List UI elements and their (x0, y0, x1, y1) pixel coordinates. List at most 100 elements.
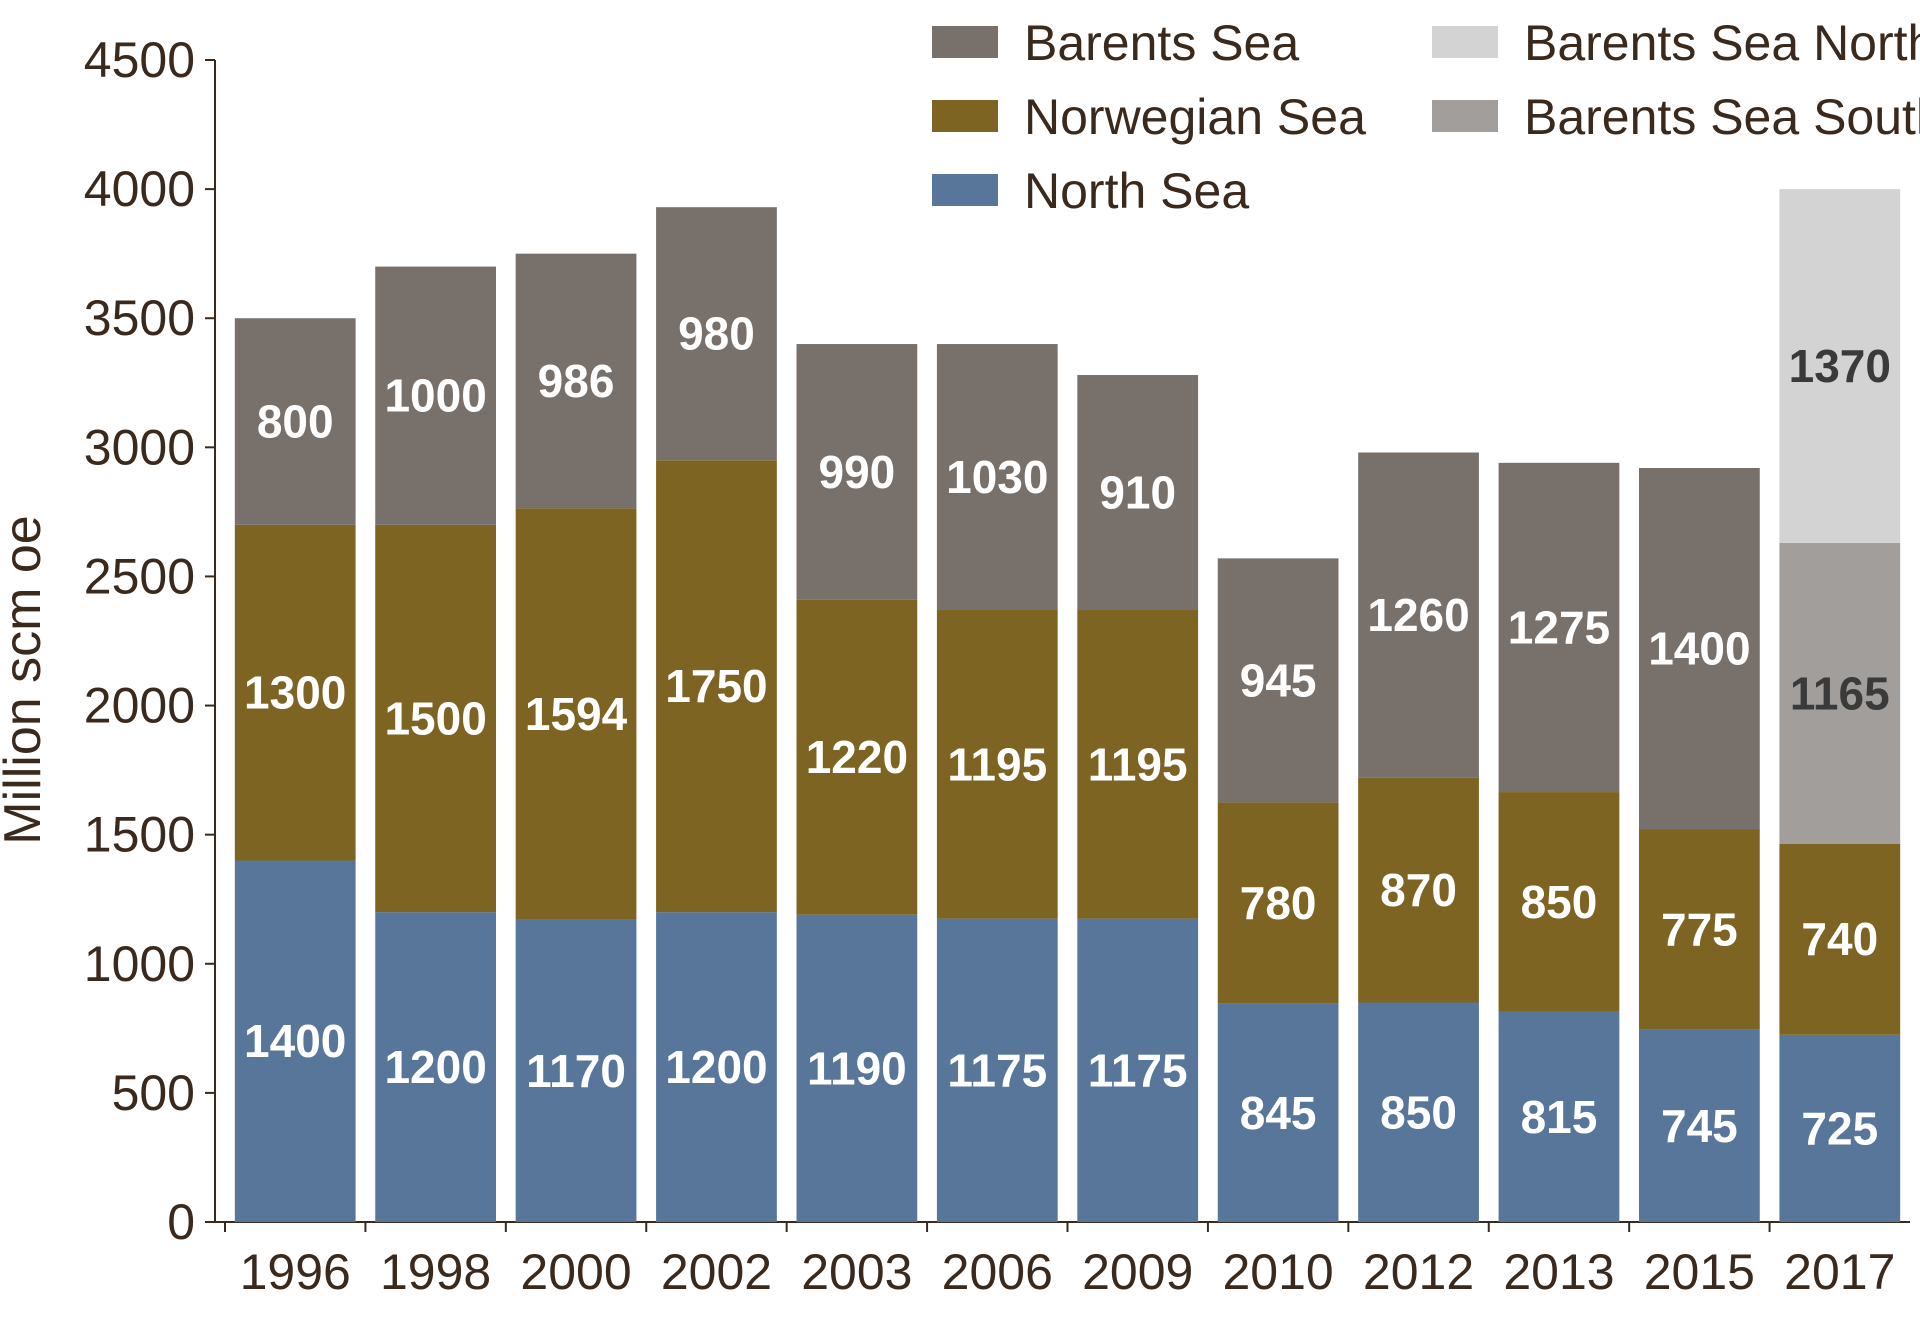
bar-segment (1638, 1029, 1760, 1222)
legend: Barents Sea Norwegian Sea North Sea Barents… (932, 15, 1920, 219)
x-tick-label: 2003 (801, 1244, 912, 1300)
bar-segment (1358, 777, 1479, 1003)
y-tick-label: 1500 (84, 807, 195, 863)
data-label: 1200 (384, 1041, 486, 1093)
legend-label: Barents Sea North (1524, 15, 1920, 71)
legend-label: Barents Sea South (1524, 89, 1920, 145)
x-tick-label: 1996 (240, 1244, 351, 1300)
data-label: 1175 (1088, 1044, 1188, 1096)
bar-segment (796, 599, 918, 915)
bar-segment (1077, 610, 1199, 919)
bar-segment (1358, 452, 1479, 778)
y-tick-label: 2000 (84, 678, 195, 734)
bar-segment (1217, 802, 1339, 1004)
data-label: 850 (1521, 876, 1598, 928)
bar-segment (656, 207, 777, 461)
data-label: 1190 (807, 1042, 907, 1094)
data-label: 945 (1240, 654, 1317, 706)
x-tick-label: 2017 (1784, 1244, 1895, 1300)
y-axis: 0 500 1000 1500 2000 2500 3000 3500 4000 4500 (84, 32, 216, 1250)
legend-label: Norwegian Sea (1024, 89, 1366, 145)
bar-segment (1077, 918, 1199, 1222)
bar-segment (515, 253, 637, 509)
bar-segment (796, 914, 918, 1222)
bar-segment (656, 460, 777, 913)
data-label: 980 (678, 308, 755, 360)
bar-segment (936, 610, 1058, 919)
bar-segment (1638, 829, 1760, 1030)
legend-swatch (932, 26, 998, 58)
x-tick-label: 2010 (1223, 1244, 1334, 1300)
x-tick-label: 2000 (520, 1244, 631, 1300)
y-tick-label: 500 (112, 1065, 195, 1121)
data-label: 1750 (665, 660, 767, 712)
data-label: 1275 (1508, 601, 1610, 653)
data-label: 1400 (244, 1015, 346, 1067)
data-label: 990 (819, 446, 896, 498)
x-tick-label: 2012 (1363, 1244, 1474, 1300)
data-label: 1300 (244, 667, 346, 719)
data-label: 1200 (665, 1041, 767, 1093)
y-tick-label: 3000 (84, 419, 195, 475)
bar-segment (796, 344, 918, 600)
data-label: 740 (1801, 913, 1878, 965)
y-tick-label: 4500 (84, 32, 195, 88)
x-tick-label: 2002 (661, 1244, 772, 1300)
data-label: 815 (1521, 1091, 1598, 1143)
legend-swatch (932, 100, 998, 132)
data-label: 1165 (1790, 667, 1890, 719)
bar-segment (234, 524, 356, 861)
data-label: 1195 (1088, 738, 1188, 790)
data-label: 845 (1240, 1087, 1317, 1139)
bar-segment (1077, 375, 1199, 611)
bar-segment (375, 524, 497, 913)
bar-segment (515, 508, 637, 920)
bar-labels: 1400 1300 800 1200 1500 1000 1170 1594 986 1200 17… (244, 308, 1891, 1155)
bar-segment (1638, 467, 1760, 830)
y-tick-label: 0 (167, 1194, 195, 1250)
x-tick-label: 2013 (1503, 1244, 1614, 1300)
bar-segment (1498, 1011, 1620, 1222)
data-label: 1000 (384, 370, 486, 422)
bar-segment (1498, 792, 1620, 1012)
x-axis: 1996 1998 2000 2002 2003 2006 2009 2010 2012 2013… (215, 1221, 1910, 1300)
bar-segment (1779, 542, 1901, 844)
legend-label: North Sea (1024, 163, 1249, 219)
data-label: 850 (1380, 1086, 1457, 1138)
bars (234, 189, 1901, 1222)
x-tick-label: 2006 (942, 1244, 1053, 1300)
legend-swatch (1432, 100, 1498, 132)
bar-segment (234, 318, 356, 525)
y-tick-label: 2500 (84, 548, 195, 604)
bar-segment (1217, 558, 1339, 803)
data-label: 800 (257, 396, 334, 448)
bar-segment (515, 919, 637, 1222)
bar-segment (1779, 1034, 1901, 1222)
x-tick-label: 2009 (1082, 1244, 1193, 1300)
bar-segment (656, 912, 777, 1222)
data-label: 1175 (947, 1044, 1047, 1096)
data-label: 1370 (1789, 340, 1891, 392)
bar-segment (375, 912, 497, 1222)
data-label: 1195 (947, 738, 1047, 790)
bar-segment (1498, 462, 1620, 793)
data-label: 780 (1240, 877, 1317, 929)
data-label: 1500 (384, 692, 486, 744)
data-label: 1170 (526, 1045, 626, 1097)
bar-segment (1779, 843, 1901, 1035)
data-label: 1220 (806, 731, 908, 783)
bar-segment (1358, 1002, 1479, 1222)
bar-segment (936, 918, 1058, 1222)
x-tick-label: 1998 (380, 1244, 491, 1300)
data-label: 910 (1099, 467, 1176, 519)
data-label: 725 (1801, 1102, 1878, 1154)
bar-segment (375, 266, 497, 525)
bar-segment (1217, 1003, 1339, 1222)
data-label: 775 (1661, 904, 1738, 956)
data-label: 870 (1380, 864, 1457, 916)
y-axis-title: Million scm oe (0, 515, 52, 844)
legend-swatch (1432, 26, 1498, 58)
bar-segment (1779, 189, 1901, 543)
